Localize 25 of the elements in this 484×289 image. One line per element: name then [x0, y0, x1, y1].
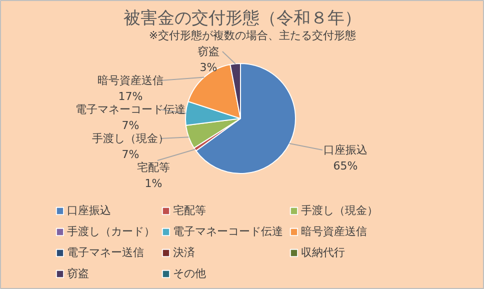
slice-label: 口座振込	[324, 144, 368, 157]
data-label: 1%	[144, 177, 162, 190]
data-label: 3%	[200, 61, 218, 74]
slice-label: 手渡し（現金）	[92, 132, 169, 145]
data-label: 17%	[118, 90, 143, 103]
legend-label: 宅配等	[173, 203, 206, 218]
legend-label: 電子マネーコード伝達	[173, 224, 283, 239]
legend-label: 窃盗	[67, 266, 89, 281]
slice-label: 窃盗	[197, 45, 220, 58]
legend-label: その他	[173, 266, 206, 281]
slice-label: 暗号資産送信	[98, 74, 164, 87]
slice-label: 電子マネーコード伝達	[76, 103, 186, 116]
legend-label: 口座振込	[67, 203, 111, 218]
data-label: 7%	[122, 119, 140, 132]
data-label: 7%	[122, 148, 140, 161]
legend-label: 手渡し（カード）	[67, 224, 155, 239]
legend-label: 暗号資産送信	[301, 224, 367, 239]
legend-label: 決済	[173, 245, 195, 260]
legend-label: 電子マネー送信	[67, 245, 144, 260]
chart-title: 被害金の交付形態（令和８年）	[124, 8, 362, 28]
legend-label: 収納代行	[301, 245, 345, 260]
chart-subtitle: ※交付形態が複数の場合、主たる交付形態	[148, 29, 356, 42]
data-label: 65%	[333, 160, 358, 173]
legend-label: 手渡し（現金）	[301, 203, 378, 218]
slice-label: 宅配等	[136, 161, 170, 174]
